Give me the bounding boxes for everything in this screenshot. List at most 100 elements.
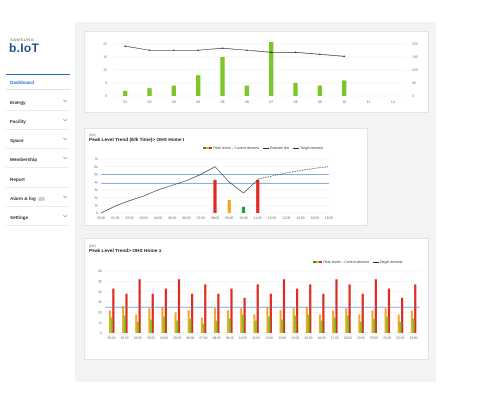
peak-bar [240, 308, 243, 333]
nav-divider [6, 206, 70, 207]
legend-swatch-red [319, 260, 322, 264]
legend-swatch-green [203, 146, 206, 150]
peak-bar [345, 308, 348, 333]
sidebar-item-facility[interactable]: Facility ⌵ [6, 114, 70, 128]
peak-bar [241, 314, 244, 333]
nav-divider [6, 187, 70, 188]
y-tick-label: 15 [103, 55, 107, 59]
panel2-legend: Peak levels – Current demand Estimate li… [203, 146, 323, 150]
chevron-down-icon[interactable]: ⌵ [63, 117, 67, 123]
peak-bar [164, 288, 167, 333]
nav-divider [6, 225, 70, 226]
x-tick-label: 04:00 [160, 336, 168, 340]
peak-bar [332, 310, 335, 333]
y-tick-label: 0 [105, 94, 107, 98]
peak-bar [373, 318, 376, 333]
nav-divider [6, 148, 70, 149]
x-tick-label: 11:00 [254, 216, 262, 220]
x-tick-label: 04:00 [154, 216, 162, 220]
x-tick-label: 17:00 [331, 336, 339, 340]
legend-target-line [372, 261, 379, 263]
sidebar-item-report[interactable]: Report [6, 172, 70, 186]
sidebar-item-label: Report [10, 177, 25, 182]
line-point [319, 53, 321, 56]
y-tick-label: 3k [94, 188, 98, 192]
sidebar-item-membership[interactable]: Membership ⌵ [6, 152, 70, 166]
x-tick-label: 02:00 [134, 336, 142, 340]
legend-peak-label: Peak levels – Current demand [213, 146, 259, 150]
chevron-down-icon[interactable]: ⌵ [63, 136, 67, 142]
legend-swatch-orange [206, 146, 209, 150]
x-tick-label: 07:00 [197, 216, 205, 220]
sidebar-item-label: Settings [10, 215, 29, 220]
x-tick-label: 09:00 [225, 216, 233, 220]
peak-bar [335, 279, 338, 333]
y2-tick-label: 150 [412, 55, 418, 59]
peak-bar [296, 288, 299, 333]
peak-trend-panel: (kW) Peak Level Trend> OHS Home 1 Peak l… [84, 238, 429, 360]
x-tick-label: 18:00 [344, 336, 352, 340]
y-tick-label: 20 [103, 42, 107, 46]
x-tick-label: 01:00 [111, 216, 119, 220]
peak-bar [241, 206, 246, 213]
chevron-down-icon[interactable]: ⌵ [63, 194, 67, 200]
peak-bar [318, 314, 321, 333]
x-tick-label: 13:00 [282, 216, 290, 220]
peak-bar [399, 321, 402, 333]
legend-target-line [293, 147, 300, 149]
sidebar-item-dashboard[interactable]: Dashboard [6, 74, 70, 90]
y-tick-label: 4k [94, 180, 98, 184]
peak-bar [348, 284, 351, 333]
y-tick-label: 0 [100, 331, 102, 335]
peak-bar [151, 293, 154, 333]
x-tick-label: 06:00 [182, 216, 190, 220]
sidebar-item-settings[interactable]: Settings ⌵ [6, 210, 70, 224]
peak-bar [136, 321, 139, 333]
peak-bar [358, 314, 361, 333]
chevron-down-icon[interactable]: ⌵ [63, 155, 67, 161]
peak-trend-elk-chart: 7k 6k 5k 4k 3k 2k 1k 000:00 01:00 02:00 03:00 04:00… [94, 157, 333, 220]
peak-bar [414, 284, 417, 333]
x-tick-label: 06:00 [186, 336, 194, 340]
x-tick-label: 08:00 [211, 216, 219, 220]
peak-bar [110, 317, 113, 333]
chevron-down-icon[interactable]: ⌵ [63, 213, 67, 219]
brand-logo[interactable]: b.IoT [9, 41, 40, 55]
peak-bar [187, 310, 190, 333]
line-point [246, 49, 248, 52]
sidebar-item-label: Alarm & log [10, 196, 45, 201]
x-tick-label: 16:00 [318, 336, 326, 340]
sidebar-item-label: Membership [10, 157, 38, 162]
peak-bar [213, 308, 216, 333]
y-tick-label: 6k [98, 269, 102, 273]
x-tick-label: 08:00 [213, 336, 221, 340]
bar [147, 88, 152, 96]
demand-line [100, 166, 258, 214]
x-tick-label: 01 [123, 100, 127, 104]
y-tick-label: 1k [94, 203, 98, 207]
line-point [221, 47, 224, 50]
peak-bar [401, 297, 404, 333]
chevron-down-icon[interactable]: ⌵ [63, 98, 67, 104]
nav-divider [6, 129, 70, 130]
bar [244, 85, 250, 96]
x-tick-label: 03 [172, 100, 176, 104]
peak-bar [292, 308, 295, 333]
toggle-icon[interactable] [37, 197, 45, 201]
x-tick-label: 09 [318, 100, 322, 104]
bar [268, 42, 274, 96]
y-tick-label: 2k [98, 311, 102, 315]
peak-bar [333, 317, 336, 333]
x-tick-label: 12:00 [268, 216, 276, 220]
sidebar-item-alarm-log[interactable]: Alarm & log ⌵ [6, 191, 70, 205]
y-tick-label: 5k [98, 280, 102, 284]
sidebar-item-space[interactable]: Space ⌵ [6, 133, 70, 147]
sidebar: SAMSUNG b.IoT Dashboard Energy ⌵ Facility ⌵ S… [0, 22, 76, 382]
peak-bar [361, 293, 364, 333]
sidebar-item-energy[interactable]: Energy ⌵ [6, 95, 70, 109]
legend-target-label: Target demand [379, 260, 403, 264]
series-line [125, 45, 345, 57]
line-point [343, 55, 345, 58]
x-tick-label: 16:00 [325, 216, 333, 220]
x-tick-label: 20:00 [370, 336, 378, 340]
